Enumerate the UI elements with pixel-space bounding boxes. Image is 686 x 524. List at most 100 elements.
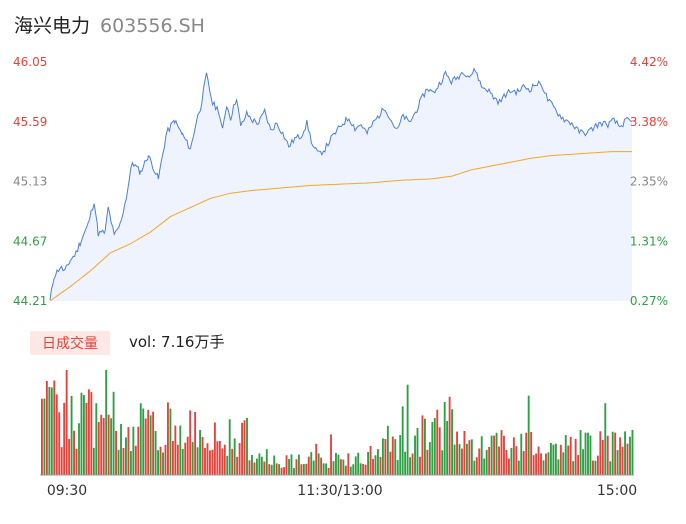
volume-bar <box>423 418 426 475</box>
volume-bar <box>268 464 271 475</box>
volume-bar <box>574 438 577 475</box>
volume-bar <box>216 441 219 475</box>
volume-bar <box>461 448 463 475</box>
volume-bar <box>110 418 113 475</box>
volume-bar <box>307 456 310 475</box>
volume-bar <box>45 381 48 475</box>
volume-bar <box>228 419 231 475</box>
volume-bar <box>498 446 500 475</box>
volume-bar <box>549 442 552 475</box>
volume-bar <box>505 449 508 475</box>
y-left-tick-label: 45.59 <box>13 115 47 129</box>
volume-bar <box>372 458 374 475</box>
volume-bar <box>248 460 251 475</box>
volume-bar <box>164 444 167 475</box>
volume-bar <box>169 408 172 475</box>
volume-bar <box>290 454 293 475</box>
volume-bar <box>265 449 268 475</box>
volume-bar <box>404 451 407 475</box>
volume-bar <box>540 453 542 475</box>
volume-bar <box>270 464 273 475</box>
volume-bar <box>352 464 355 475</box>
volume-bar <box>122 447 125 475</box>
volume-bar <box>283 467 286 475</box>
volume-bar <box>609 461 612 475</box>
volume-bar <box>535 453 538 475</box>
y-right-tick-label: 2.35% <box>630 175 668 189</box>
volume-bar <box>204 448 206 475</box>
volume-bar <box>41 398 43 475</box>
volume-bar <box>115 430 117 475</box>
volume-bar <box>50 387 53 475</box>
volume-bar <box>463 431 466 475</box>
price-fill <box>50 68 632 301</box>
volume-bar <box>584 432 587 475</box>
volume-bar <box>592 460 594 475</box>
volume-bar <box>426 449 429 475</box>
volume-bar <box>55 394 58 475</box>
volume-bar <box>179 425 182 475</box>
x-axis: 09:30 11:30/13:00 15:00 <box>47 483 637 499</box>
x-tick-label: 15:00 <box>597 483 637 499</box>
volume-bar <box>411 453 414 475</box>
volume-bar <box>149 415 152 475</box>
volume-bar <box>43 398 46 475</box>
volume-bar <box>78 423 80 475</box>
y-right-tick-label: 1.31% <box>630 234 668 248</box>
volume-bar <box>152 411 155 475</box>
volume-bar <box>335 452 337 475</box>
volume-bar <box>226 455 229 475</box>
volume-bar <box>567 445 570 475</box>
volume-bar <box>520 433 523 475</box>
volume-bar <box>377 449 379 475</box>
volume-bar <box>157 450 159 475</box>
volume-bar <box>83 395 85 475</box>
volume-bar <box>409 457 412 475</box>
volume-bar <box>65 370 68 475</box>
volume-bar <box>606 435 609 475</box>
volume-bar <box>102 418 105 475</box>
volume-bar <box>401 406 404 475</box>
volume-bar <box>132 426 135 475</box>
volume-bar <box>475 457 478 475</box>
volume-bar <box>196 447 199 475</box>
volume-bar <box>470 439 473 475</box>
volume-bar <box>191 441 194 475</box>
volume-bar <box>512 437 515 475</box>
volume-bar <box>344 465 347 475</box>
volume-bar <box>144 418 147 475</box>
volume-bar <box>209 450 211 475</box>
volume-bar <box>60 447 63 475</box>
volume-bar <box>223 444 226 475</box>
y-right-tick-label: 4.42% <box>630 55 668 69</box>
volume-bar <box>241 422 244 475</box>
volume-tag <box>30 331 110 355</box>
volume-bar <box>337 454 340 475</box>
volume-bar <box>159 446 162 475</box>
volume-bar <box>120 424 122 475</box>
volume-bar <box>100 414 103 475</box>
volume-bar <box>545 453 547 475</box>
volume-bar <box>577 455 580 475</box>
volume-bar <box>310 452 313 475</box>
volume-bar <box>199 430 201 475</box>
volume-bar <box>384 439 387 475</box>
average-line <box>49 151 632 302</box>
volume-bar <box>285 455 288 475</box>
volume-bar <box>357 452 360 475</box>
stock-code: 603556.SH <box>100 15 205 37</box>
volume-bar <box>85 402 88 475</box>
volume-bar <box>184 442 187 475</box>
y-left-tick-label: 45.13 <box>13 175 47 189</box>
volume-bar <box>421 415 424 475</box>
volume-bar <box>604 403 607 475</box>
volume-bar <box>587 432 589 475</box>
volume-bar <box>137 426 140 475</box>
volume-bar <box>525 432 528 475</box>
volume-bar <box>557 459 560 475</box>
volume-bar <box>569 436 572 475</box>
volume-bar <box>330 434 332 475</box>
volume-bar <box>465 443 468 475</box>
volume-bar <box>483 458 486 475</box>
